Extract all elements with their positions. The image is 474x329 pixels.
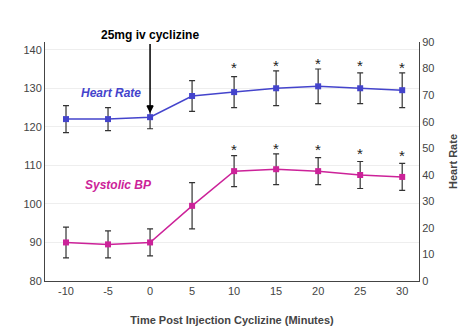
svg-text:*: * xyxy=(399,147,405,164)
svg-text:*: * xyxy=(315,55,321,72)
svg-text:15: 15 xyxy=(270,285,282,297)
svg-text:80: 80 xyxy=(422,62,434,74)
svg-text:60: 60 xyxy=(422,116,434,128)
svg-text:10: 10 xyxy=(422,248,434,260)
svg-text:90: 90 xyxy=(422,36,434,48)
svg-text:0: 0 xyxy=(422,275,428,287)
svg-text:*: * xyxy=(357,57,363,74)
svg-text:130: 130 xyxy=(23,82,41,94)
svg-text:140: 140 xyxy=(23,44,41,56)
svg-text:100: 100 xyxy=(23,198,41,210)
svg-text:30: 30 xyxy=(396,285,408,297)
svg-text:Heart Rate: Heart Rate xyxy=(81,86,141,100)
svg-text:Heart Rate: Heart Rate xyxy=(447,134,459,189)
svg-text:0: 0 xyxy=(147,285,153,297)
svg-text:-10: -10 xyxy=(58,285,74,297)
svg-text:120: 120 xyxy=(23,121,41,133)
svg-text:*: * xyxy=(231,141,237,158)
svg-text:*: * xyxy=(315,141,321,158)
svg-text:90: 90 xyxy=(30,236,42,248)
svg-text:5: 5 xyxy=(189,285,195,297)
svg-text:80: 80 xyxy=(30,275,42,287)
svg-text:Time Post Injection Cyclizine: Time Post Injection Cyclizine (Minutes) xyxy=(130,314,334,326)
svg-text:Systolic BP: Systolic BP xyxy=(85,178,152,192)
svg-text:*: * xyxy=(273,140,279,157)
svg-text:20: 20 xyxy=(312,285,324,297)
svg-text:*: * xyxy=(357,145,363,162)
svg-text:*: * xyxy=(399,59,405,76)
svg-text:40: 40 xyxy=(422,169,434,181)
svg-text:70: 70 xyxy=(422,89,434,101)
svg-text:50: 50 xyxy=(422,142,434,154)
svg-text:110: 110 xyxy=(24,159,42,171)
svg-text:*: * xyxy=(273,57,279,74)
svg-text:25: 25 xyxy=(354,285,366,297)
svg-text:10: 10 xyxy=(228,285,240,297)
svg-text:25mg iv cyclizine: 25mg iv cyclizine xyxy=(101,28,199,42)
svg-text:*: * xyxy=(231,59,237,76)
svg-text:-5: -5 xyxy=(103,285,113,297)
svg-text:30: 30 xyxy=(422,195,434,207)
svg-text:20: 20 xyxy=(422,222,434,234)
